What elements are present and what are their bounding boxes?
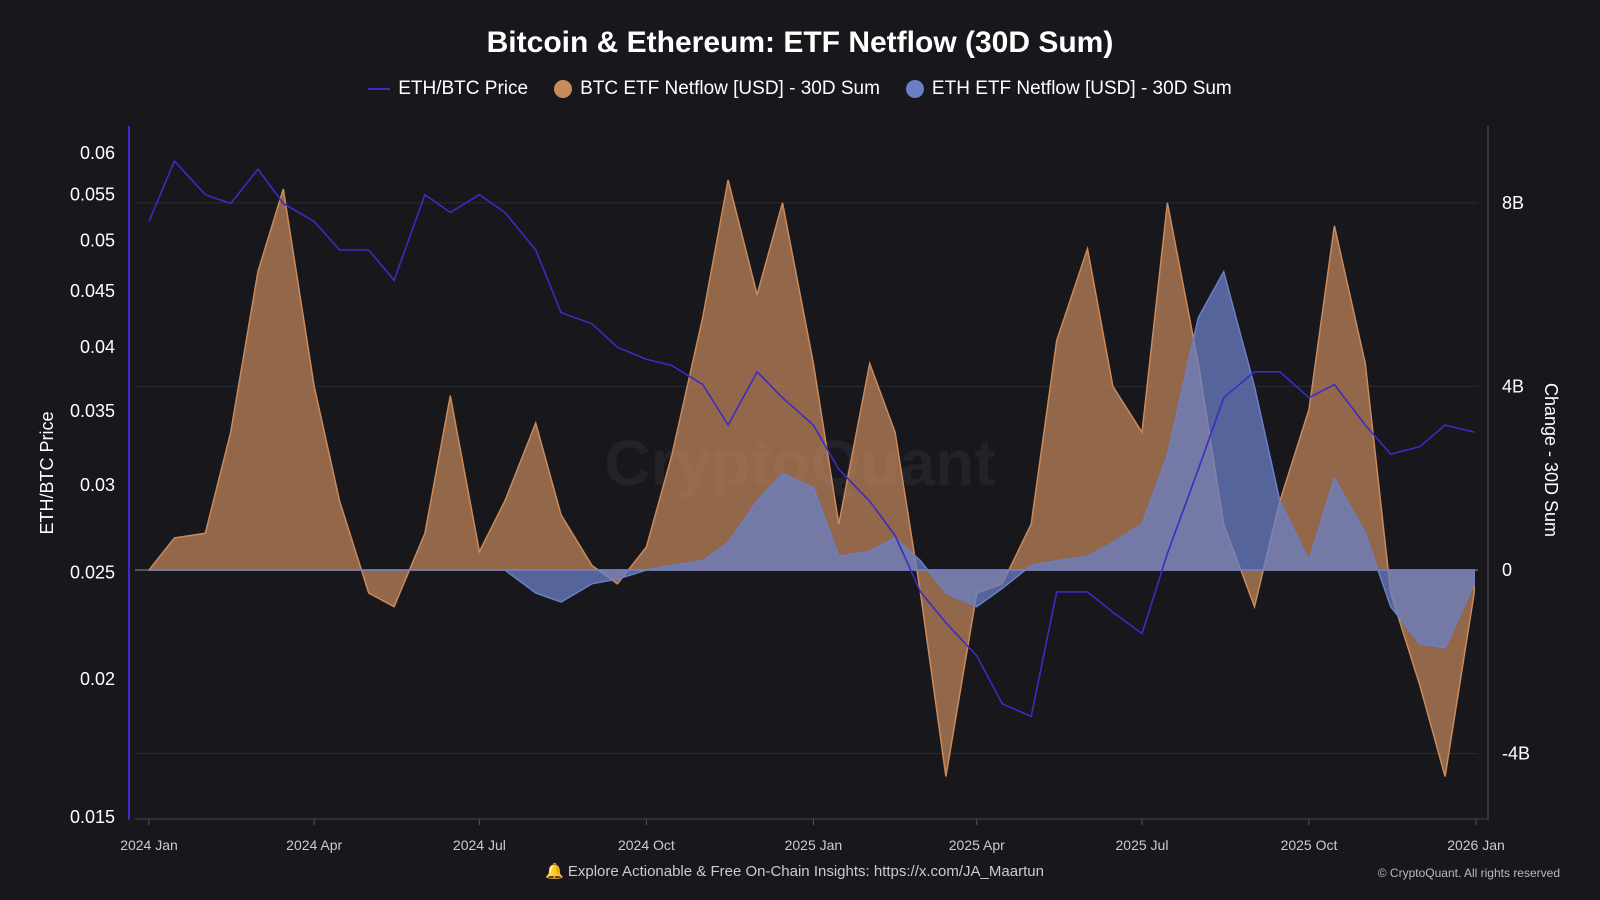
footer-link[interactable]: https://x.com/JA_Maartun bbox=[873, 863, 1044, 880]
legend-item-eth-btc-price[interactable]: ETH/BTC Price bbox=[368, 78, 528, 100]
circle-swatch-icon bbox=[554, 80, 573, 98]
btc-netflow-area bbox=[147, 179, 1475, 777]
left-tick-label: 0.02 bbox=[80, 669, 115, 689]
legend-label: ETH/BTC Price bbox=[398, 78, 529, 99]
right-axis-title: Change - 30D Sum bbox=[1541, 383, 1561, 537]
right-tick-label: 0 bbox=[1502, 560, 1512, 580]
legend: ETH/BTC Price BTC ETF Netflow [USD] - 30… bbox=[0, 78, 1600, 100]
footer: 🔔 Explore Actionable & Free On-Chain Ins… bbox=[545, 862, 1044, 880]
x-tick-label: 2024 Jan bbox=[120, 837, 178, 853]
eth-netflow-area bbox=[149, 269, 1475, 649]
footer-text: Explore Actionable & Free On-Chain Insig… bbox=[567, 863, 874, 880]
left-tick-label: 0.045 bbox=[70, 281, 115, 301]
x-tick-label: 2024 Apr bbox=[286, 837, 342, 853]
x-tick-label: 2025 Jan bbox=[785, 837, 843, 853]
left-tick-label: 0.025 bbox=[70, 562, 115, 582]
eth-btc-price-line bbox=[148, 159, 1475, 718]
legend-item-eth-netflow[interactable]: ETH ETF Netflow [USD] - 30D Sum bbox=[905, 78, 1232, 100]
legend-item-btc-netflow[interactable]: BTC ETF Netflow [USD] - 30D Sum bbox=[554, 78, 880, 100]
left-axis-title: ETH/BTC Price bbox=[37, 411, 57, 534]
x-tick-label: 2024 Jul bbox=[453, 837, 506, 853]
left-tick-label: 0.035 bbox=[70, 401, 115, 421]
right-tick-label: -4B bbox=[1502, 744, 1530, 764]
x-tick-label: 2025 Jul bbox=[1116, 837, 1169, 853]
chart-title: Bitcoin & Ethereum: ETF Netflow (30D Sum… bbox=[486, 26, 1114, 59]
x-tick-label: 2024 Oct bbox=[618, 837, 675, 853]
left-tick-label: 0.055 bbox=[70, 185, 115, 205]
left-tick-label: 0.03 bbox=[80, 475, 115, 495]
x-tick-label: 2025 Apr bbox=[949, 837, 1005, 853]
left-tick-label: 0.05 bbox=[80, 230, 115, 250]
line-swatch-icon bbox=[368, 88, 391, 90]
left-tick-label: 0.04 bbox=[80, 337, 115, 357]
x-tick-label: 2026 Jan bbox=[1447, 837, 1505, 853]
legend-label: BTC ETF Netflow [USD] - 30D Sum bbox=[580, 78, 880, 99]
x-tick-label: 2025 Oct bbox=[1281, 837, 1338, 853]
left-tick-label: 0.06 bbox=[80, 143, 115, 163]
right-tick-label: 8B bbox=[1502, 193, 1524, 213]
copyright: © CryptoQuant. All rights reserved bbox=[1377, 866, 1560, 880]
circle-swatch-icon bbox=[905, 80, 924, 98]
left-tick-label: 0.015 bbox=[70, 807, 115, 827]
bell-icon: 🔔 bbox=[545, 863, 564, 880]
right-tick-label: 4B bbox=[1502, 376, 1524, 396]
legend-label: ETH ETF Netflow [USD] - 30D Sum bbox=[931, 78, 1232, 99]
